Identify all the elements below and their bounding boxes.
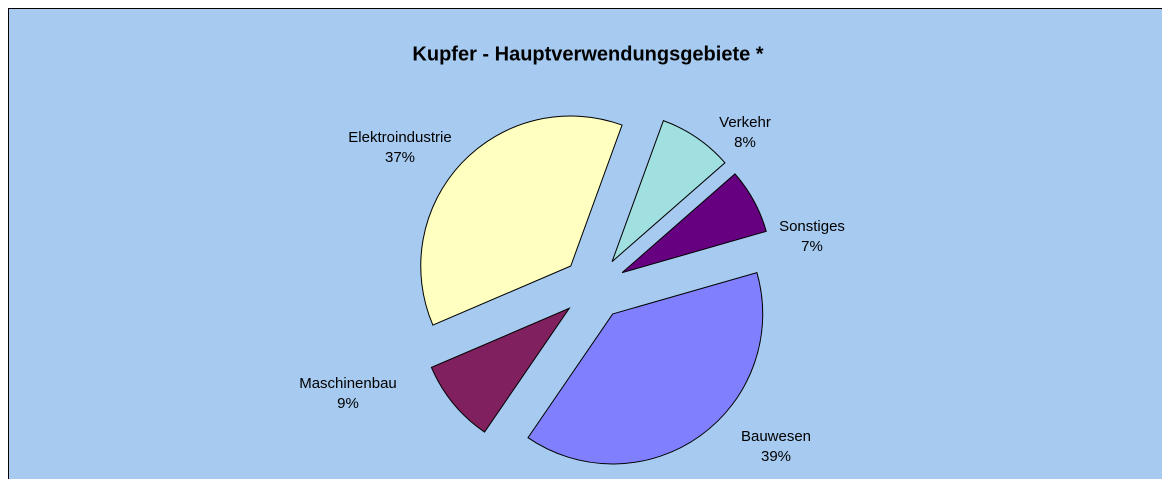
slice-label: Sonstiges	[779, 218, 845, 235]
slice-value: 39%	[761, 448, 791, 465]
slice-label: Elektroindustrie	[348, 129, 451, 146]
slice-label: Bauwesen	[741, 428, 811, 445]
slice-value: 8%	[734, 134, 756, 151]
slice-label: Verkehr	[719, 114, 771, 131]
slice-value: 7%	[801, 238, 823, 255]
slice-value: 9%	[337, 395, 359, 412]
slice-label: Maschinenbau	[299, 375, 397, 392]
slice-value: 37%	[385, 149, 415, 166]
chart-title: Kupfer - Hauptverwendungsgebiete *	[412, 43, 763, 65]
